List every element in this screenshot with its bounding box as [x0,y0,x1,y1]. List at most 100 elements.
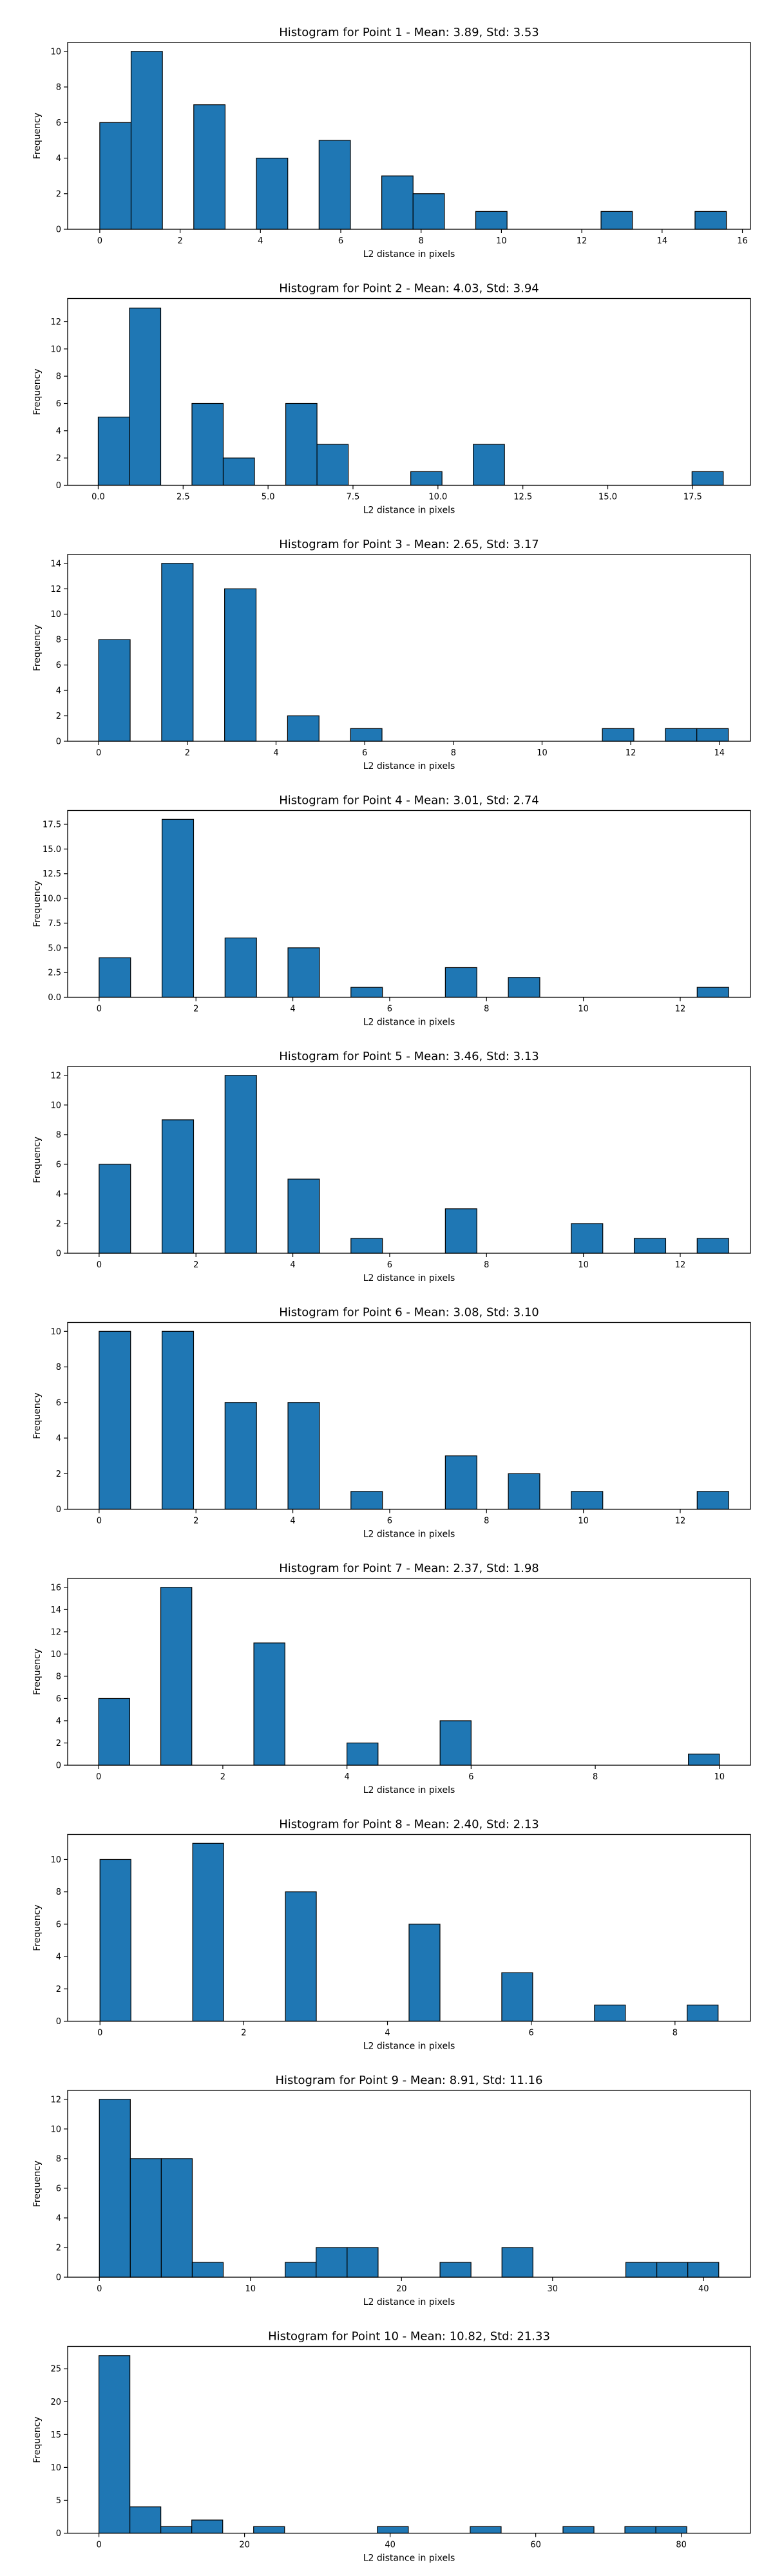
x-tick-label: 2 [177,236,182,246]
y-tick-label: 10 [50,1650,61,1660]
y-tick-label: 0 [56,1249,61,1259]
x-tick-label: 12 [675,1005,686,1014]
histogram-bar [470,2526,502,2534]
histogram-bar [191,2262,224,2278]
y-tick-label: 4 [56,687,61,696]
x-tick-label: 8 [419,236,424,246]
chart-title: Histogram for Point 6 - Mean: 3.08, Std:… [279,1306,539,1320]
x-axis-label: L2 distance in pixels [363,506,455,516]
x-tick-label: 6 [387,1260,392,1270]
histogram-bar [665,728,698,742]
y-tick-label: 15.0 [43,845,61,855]
x-tick-label: 2 [241,2029,246,2038]
histogram-bar [193,104,226,230]
x-tick-label: 0 [97,236,102,246]
y-tick-label: 8 [56,372,61,382]
x-tick-label: 10 [714,1772,725,1782]
x-tick-label: 0 [97,1005,102,1014]
histogram-panel-5: 0 2 4 6 8 10 12 0 2 4 6 8 10 12 Histogram for Point 5 … [32,1050,751,1283]
x-tick-label: 10 [245,2284,256,2294]
y-tick-label: 14 [50,559,61,569]
x-tick-label: 12 [675,1260,686,1270]
y-tick-label: 12 [50,317,61,327]
histogram-bar [222,457,255,486]
y-tick-label: 0 [56,2017,61,2027]
y-tick-label: 12 [50,1071,61,1081]
histogram-bar [160,2526,193,2534]
histogram-bar [192,1842,224,2022]
y-tick-label: 10 [50,2463,61,2473]
y-tick-label: 6 [56,1398,61,1408]
y-axis-label: Frequency [32,625,43,671]
histogram-bar [439,1720,472,1766]
x-tick-label: 40 [698,2284,709,2294]
histogram-bar [285,402,318,486]
histogram-bar [600,211,633,230]
histogram-bar [256,157,289,230]
histogram-bar [99,1331,131,1510]
y-axis-label: Frequency [32,2161,43,2207]
histogram-bar [160,2158,193,2278]
axes-frame [67,554,751,742]
x-tick-label: 20 [396,2284,407,2294]
x-tick-label: 60 [530,2541,541,2550]
histogram-bar [161,563,194,742]
histogram-panel-3: 0 2 4 6 8 10 12 14 0 2 4 6 8 10 12 14 Histogram for Poin… [32,538,751,772]
histogram-bar [656,2262,689,2278]
x-tick-label: 0 [97,1517,102,1526]
histogram-bar [129,2158,162,2278]
y-tick-label: 6 [56,661,61,670]
x-axis-label: L2 distance in pixels [363,1530,455,1540]
x-tick-label: 8 [484,1260,489,1270]
y-tick-label: 0.0 [48,993,61,1003]
histogram-bar [408,1924,441,2022]
y-axis-label: Frequency [32,1392,43,1439]
y-tick-label: 12 [50,2095,61,2105]
x-tick-label: 7.5 [347,493,360,502]
histogram-bar [501,2247,533,2278]
x-tick-label: 0.0 [91,493,105,502]
histogram-bar [691,471,724,486]
x-axis-label: L2 distance in pixels [363,1785,455,1795]
histogram-bar [160,1587,193,1766]
y-tick-label: 2 [56,454,61,464]
histogram-bar [224,588,257,742]
histogram-bar [287,1402,320,1510]
histogram-bar [412,193,445,230]
x-axis-label: L2 distance in pixels [363,249,455,260]
x-tick-label: 4 [290,1260,295,1270]
y-axis-label: Frequency [32,2416,43,2463]
histogram-panel-9: 0 10 20 30 40 0 2 4 6 8 10 12 Histogram for Point 9 … [32,2074,751,2307]
x-tick-label: 8 [451,748,456,758]
y-tick-label: 2.5 [48,969,61,978]
y-tick-label: 0 [56,2529,61,2539]
x-tick-label: 4 [273,748,278,758]
y-tick-label: 8 [56,2154,61,2164]
y-tick-label: 0 [56,225,61,235]
y-tick-label: 0 [56,1505,61,1515]
x-tick-label: 5.0 [262,493,275,502]
x-tick-label: 10.0 [428,493,447,502]
y-tick-label: 10 [50,47,61,57]
y-tick-label: 25 [50,2365,61,2374]
chart-title: Histogram for Point 9 - Mean: 8.91, Std:… [276,2074,543,2087]
histogram-bar [694,211,727,230]
histogram-bar [97,417,130,486]
x-tick-label: 12 [625,748,636,758]
histogram-bar [347,2247,379,2278]
x-tick-label: 0 [97,1260,102,1270]
x-tick-label: 6 [387,1005,392,1014]
histogram-bar [224,1402,257,1510]
chart-title: Histogram for Point 10 - Mean: 10.82, St… [268,2330,550,2344]
x-tick-label: 30 [548,2284,558,2294]
x-tick-label: 4 [290,1517,295,1526]
chart-title: Histogram for Point 5 - Mean: 3.46, Std:… [279,1050,539,1063]
x-tick-label: 8 [484,1005,489,1014]
histogram-bar [98,639,131,742]
axes-frame [67,42,751,230]
y-tick-label: 2 [56,1739,61,1748]
y-tick-label: 6 [56,399,61,409]
y-tick-label: 8 [56,1888,61,1897]
x-tick-label: 6 [362,748,367,758]
